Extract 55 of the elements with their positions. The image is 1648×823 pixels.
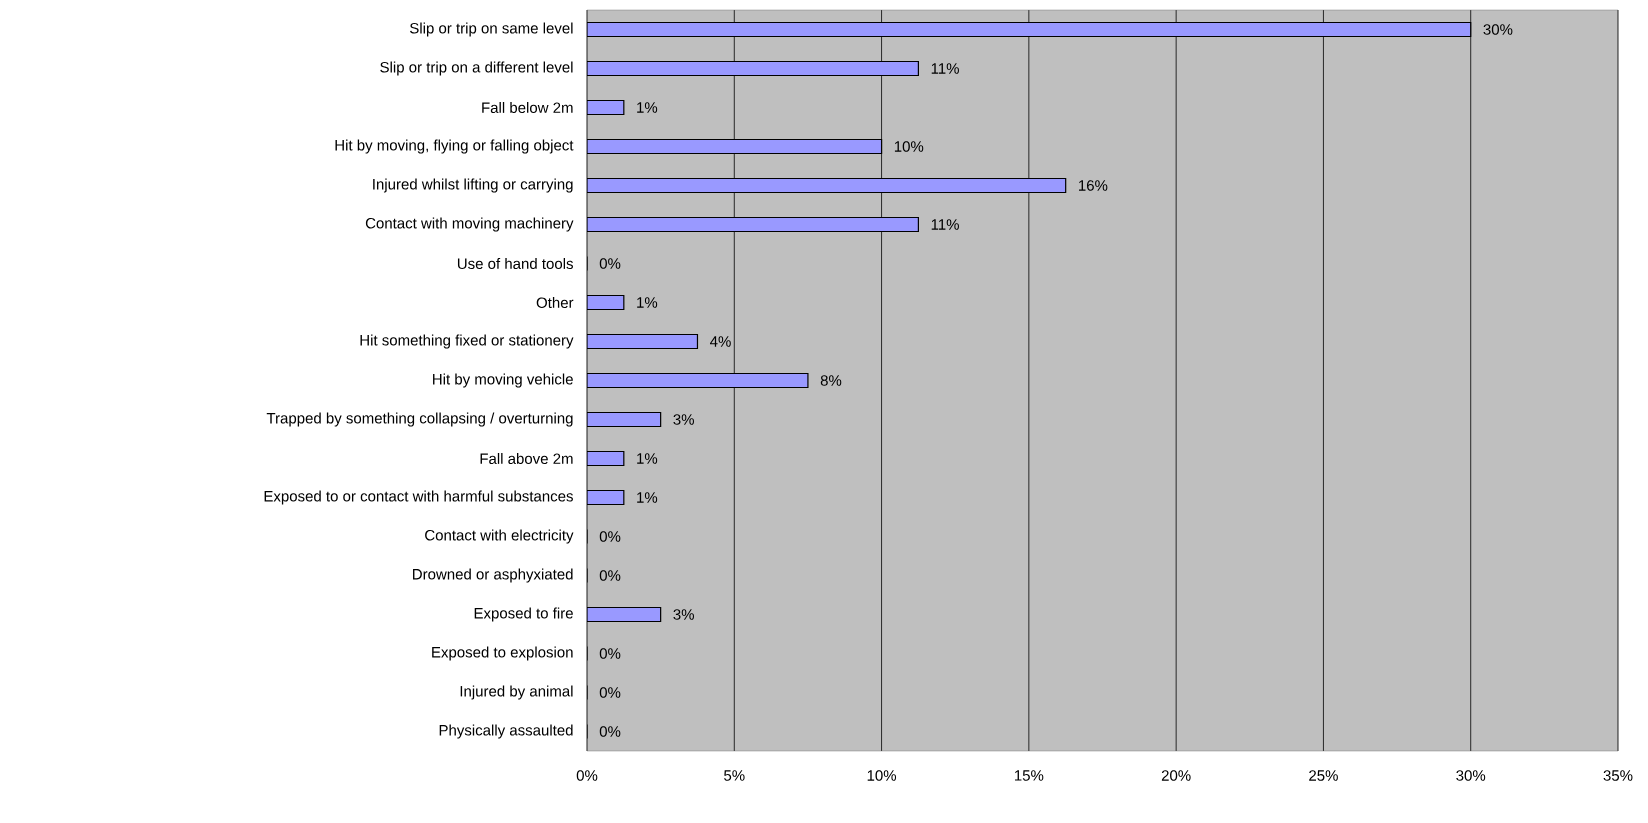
x-tick-label: 15% bbox=[1014, 770, 1044, 781]
x-tick-label: 30% bbox=[1456, 770, 1486, 781]
data-label: 4% bbox=[710, 336, 731, 347]
data-label: 8% bbox=[820, 375, 842, 386]
bar bbox=[587, 177, 1067, 194]
y-tick-label: Other bbox=[536, 296, 574, 309]
bar bbox=[587, 21, 1472, 38]
y-tick-label: Fall above 2m bbox=[480, 452, 573, 465]
y-tick-label: Hit something fixed or stationery bbox=[360, 334, 574, 349]
y-tick-label: Slip or trip on same level bbox=[410, 22, 573, 37]
data-label: 0% bbox=[599, 648, 621, 659]
data-label: 16% bbox=[1079, 180, 1108, 191]
y-tick-label: Contact with electricity bbox=[425, 529, 574, 544]
y-tick-label: Exposed to or contact with harmful substances bbox=[264, 490, 573, 505]
data-label: 11% bbox=[931, 219, 959, 230]
x-tick-label: 5% bbox=[724, 770, 745, 781]
y-tick-label: Exposed to fire bbox=[474, 607, 573, 622]
x-tick-label: 20% bbox=[1161, 770, 1191, 781]
y-tick-label: Hit by moving vehicle bbox=[433, 373, 573, 388]
data-label: 0% bbox=[599, 258, 621, 269]
data-label: 11% bbox=[931, 63, 959, 74]
x-tick-label: 10% bbox=[867, 770, 897, 781]
y-tick-label: Exposed to explosion bbox=[432, 646, 573, 661]
data-label: 0% bbox=[599, 531, 621, 542]
data-label: 1% bbox=[637, 492, 658, 503]
x-tick-label: 0% bbox=[576, 770, 598, 781]
bar bbox=[587, 606, 662, 623]
y-tick-label: Hit by moving, flying or falling object bbox=[335, 139, 574, 154]
x-tick-label: 35% bbox=[1603, 770, 1633, 781]
data-label: 3% bbox=[673, 414, 694, 425]
data-label: 0% bbox=[599, 570, 621, 581]
data-label: 30% bbox=[1483, 24, 1513, 35]
data-label: 0% bbox=[599, 687, 621, 698]
data-label: 1% bbox=[637, 102, 658, 113]
data-label: 1% bbox=[637, 297, 658, 308]
bar bbox=[587, 411, 662, 428]
y-tick-label: Physically assaulted bbox=[439, 724, 573, 739]
y-tick-label: Contact with moving machinery bbox=[365, 217, 574, 232]
y-tick-label: Injured by animal bbox=[460, 685, 573, 700]
data-label: 3% bbox=[673, 609, 694, 620]
y-tick-label: Fall below 2m bbox=[482, 101, 573, 113]
data-label: 10% bbox=[894, 141, 924, 152]
y-tick-label: Trapped by something collapsing / overturning bbox=[266, 412, 573, 427]
bar bbox=[587, 60, 919, 77]
bar bbox=[587, 216, 919, 233]
y-tick-label: Drowned or asphyxiated bbox=[413, 568, 573, 583]
y-tick-label: Slip or trip on a different level bbox=[380, 61, 573, 76]
bar bbox=[587, 333, 699, 350]
bar bbox=[587, 372, 809, 389]
bar bbox=[587, 138, 883, 155]
y-tick-label: Injured whilst lifting or carrying bbox=[373, 178, 573, 193]
y-tick-label: Use of hand tools bbox=[457, 257, 573, 270]
x-tick-label: 25% bbox=[1309, 770, 1338, 781]
data-label: 0% bbox=[599, 726, 621, 737]
data-label: 1% bbox=[637, 453, 658, 464]
